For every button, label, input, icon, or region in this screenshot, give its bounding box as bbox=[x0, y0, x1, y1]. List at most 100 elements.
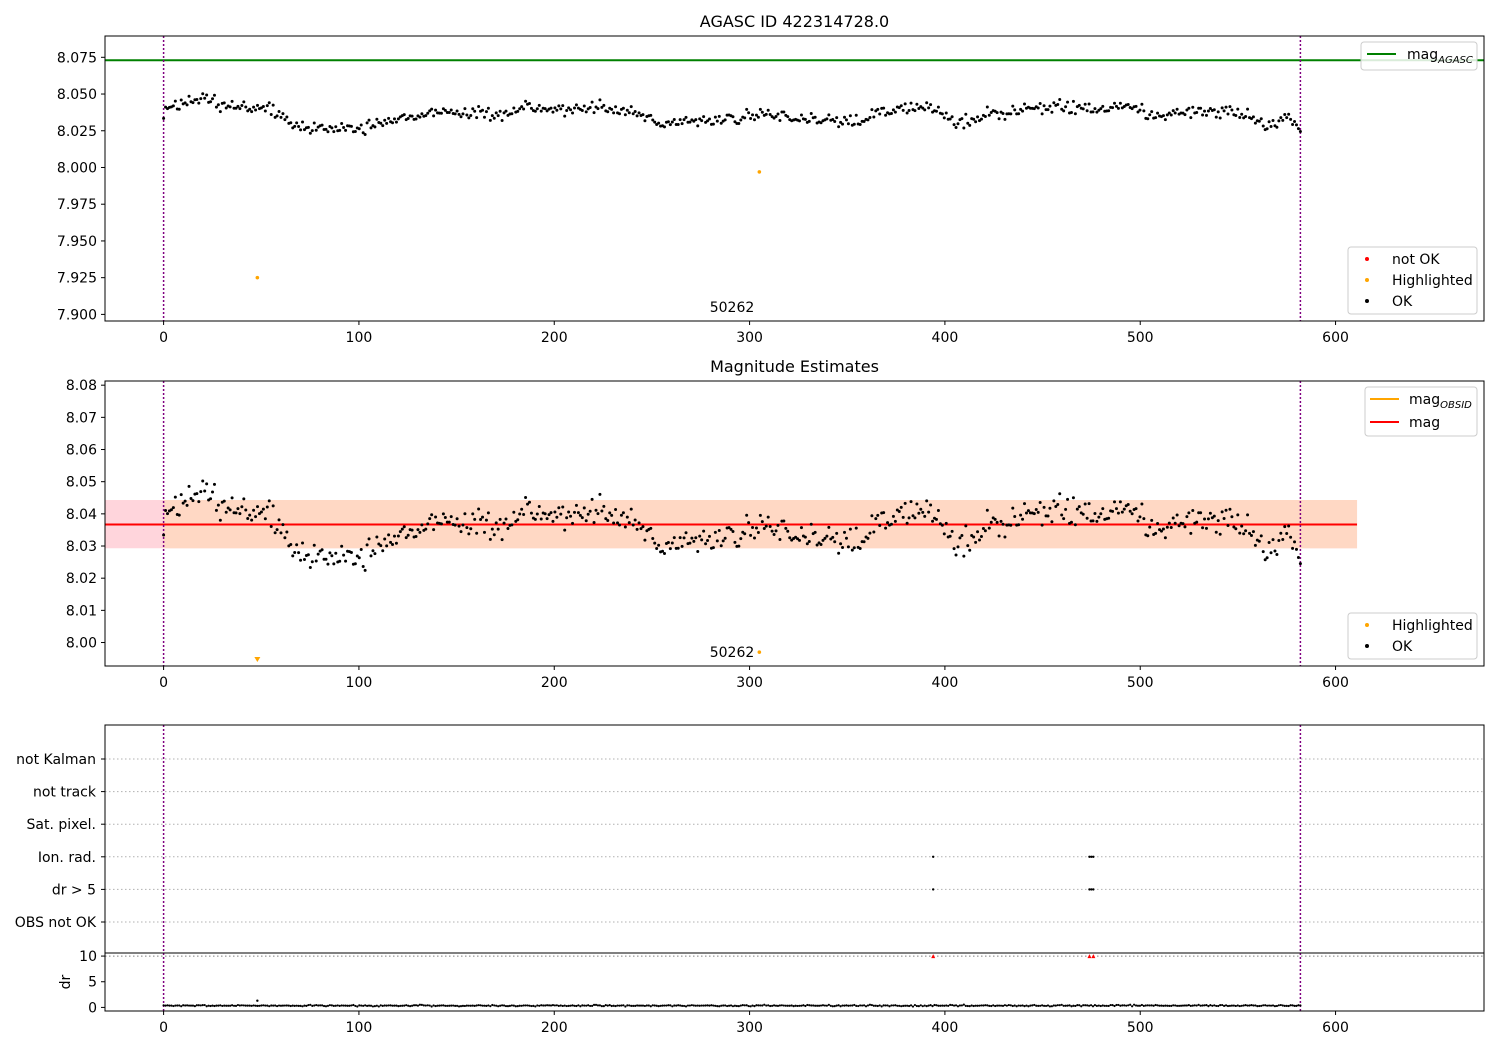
ok-point bbox=[338, 128, 342, 132]
ok-point bbox=[279, 115, 283, 119]
dr-point bbox=[917, 1004, 920, 1008]
ok-point bbox=[950, 529, 954, 533]
ok-point bbox=[1259, 117, 1263, 121]
dr-point bbox=[988, 1004, 991, 1007]
x-tick-label: 600 bbox=[1322, 330, 1349, 346]
dr-point bbox=[320, 1004, 324, 1007]
ok-point bbox=[297, 551, 301, 555]
ok-point bbox=[680, 122, 684, 126]
dr-point bbox=[907, 1004, 911, 1008]
ok-point bbox=[537, 103, 541, 107]
ok-point bbox=[733, 120, 737, 124]
dr-point bbox=[964, 1004, 967, 1007]
ok-point bbox=[367, 118, 371, 122]
dr-point bbox=[354, 1004, 357, 1008]
ok-point bbox=[1226, 112, 1230, 116]
ok-point bbox=[1075, 507, 1079, 511]
ok-point bbox=[799, 113, 803, 117]
x-tick-label: 600 bbox=[1322, 675, 1349, 691]
dr-point bbox=[727, 1004, 731, 1007]
dr-point bbox=[739, 1004, 742, 1007]
ok-point bbox=[1118, 101, 1122, 105]
ok-point bbox=[1146, 117, 1150, 121]
dr-point bbox=[461, 1004, 465, 1007]
ok-point bbox=[1246, 513, 1250, 517]
dr-point bbox=[217, 1004, 220, 1007]
ok-point bbox=[527, 500, 531, 504]
ok-point bbox=[617, 523, 621, 527]
ok-point bbox=[361, 564, 365, 568]
ok-point bbox=[907, 109, 911, 113]
ok-point bbox=[788, 536, 792, 540]
y-axis-label: dr bbox=[58, 974, 74, 989]
ok-point bbox=[643, 538, 647, 542]
dr-point bbox=[1197, 1003, 1200, 1006]
ok-point bbox=[1009, 112, 1013, 116]
dr-point bbox=[178, 1004, 181, 1007]
ok-point bbox=[369, 126, 373, 130]
ok-point bbox=[439, 111, 443, 115]
ok-point bbox=[1267, 541, 1271, 545]
dr-point bbox=[1025, 1004, 1028, 1007]
ok-point bbox=[359, 547, 363, 551]
ok-point bbox=[925, 101, 929, 105]
dr-point bbox=[921, 1005, 924, 1008]
ok-point bbox=[1191, 105, 1195, 109]
ok-point bbox=[823, 536, 827, 540]
dr-point bbox=[1123, 1004, 1126, 1007]
dr-point bbox=[1056, 1004, 1059, 1007]
dr-point bbox=[1162, 1004, 1165, 1007]
dr-point bbox=[260, 1004, 263, 1007]
dr-point bbox=[594, 1003, 598, 1006]
ok-point bbox=[653, 541, 657, 545]
dr-point bbox=[377, 1005, 380, 1008]
ok-point bbox=[195, 97, 199, 101]
ok-point bbox=[843, 115, 847, 119]
ok-point bbox=[848, 527, 852, 531]
dr-point bbox=[297, 1004, 300, 1007]
ok-point bbox=[484, 110, 488, 114]
ok-point bbox=[1161, 114, 1165, 118]
dr-point bbox=[1089, 1004, 1093, 1007]
dr-point bbox=[966, 1004, 969, 1008]
dr-point bbox=[909, 1004, 913, 1007]
ok-point bbox=[1130, 107, 1134, 111]
y-tick-label: 7.925 bbox=[57, 271, 97, 287]
dr-point bbox=[694, 1004, 697, 1007]
ok-point bbox=[571, 111, 575, 115]
dr-point bbox=[489, 1005, 492, 1008]
dr-point bbox=[1117, 1003, 1120, 1007]
ok-point bbox=[637, 111, 641, 115]
ok-point bbox=[1269, 551, 1273, 555]
ok-point bbox=[661, 549, 665, 553]
dr-point bbox=[710, 1004, 713, 1007]
dr-point bbox=[1093, 1004, 1097, 1007]
dr-point bbox=[428, 1004, 431, 1007]
ok-point bbox=[428, 109, 432, 113]
ok-point bbox=[723, 536, 727, 540]
dr-point bbox=[657, 1005, 660, 1008]
ok-point bbox=[625, 515, 629, 519]
ok-point bbox=[576, 511, 580, 515]
ok-point bbox=[1050, 520, 1054, 524]
dr-point bbox=[1113, 1004, 1116, 1008]
ok-point bbox=[592, 111, 596, 115]
ok-point bbox=[684, 531, 688, 535]
ok-point bbox=[751, 525, 755, 529]
ok-point bbox=[733, 540, 737, 544]
dr-point bbox=[506, 1005, 510, 1008]
dr-point bbox=[933, 1003, 936, 1007]
dr-point bbox=[1179, 1004, 1183, 1007]
dr-point bbox=[371, 1005, 375, 1008]
dr-point bbox=[798, 1004, 801, 1007]
ok-point bbox=[1081, 512, 1085, 516]
y-tick-label: 8.08 bbox=[66, 378, 97, 394]
highlighted-point bbox=[255, 275, 260, 280]
ok-point bbox=[989, 111, 993, 115]
ok-point bbox=[1048, 506, 1052, 510]
ok-point bbox=[713, 115, 717, 119]
ok-point bbox=[866, 118, 870, 122]
ok-point bbox=[455, 109, 459, 113]
ok-point bbox=[835, 531, 839, 535]
ok-point bbox=[719, 121, 723, 125]
